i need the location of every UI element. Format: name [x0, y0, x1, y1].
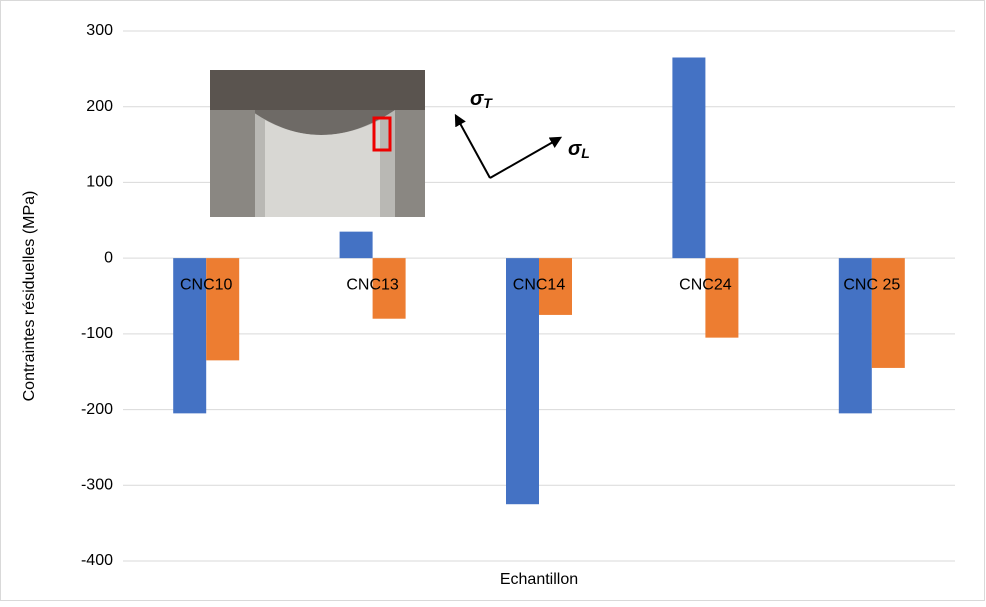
bars [173, 57, 905, 505]
bar [539, 258, 572, 315]
annotation: σT [470, 88, 493, 110]
x-tick-label: CNC24 [679, 276, 732, 293]
annotation-symbol: σ [470, 88, 484, 110]
y-tick-label: -300 [81, 477, 113, 494]
axes-diagram [454, 113, 563, 179]
y-tick-label: 300 [86, 22, 113, 39]
y-tick-label: -200 [81, 401, 113, 418]
inset-photo [210, 70, 425, 217]
y-axis-title: Contraintes résiduelles (MPa) [21, 191, 38, 402]
annotation-sub: T [483, 95, 493, 111]
y-tick-label: -400 [81, 552, 113, 569]
bar [173, 258, 207, 414]
bar [838, 258, 872, 414]
y-tick-label: 200 [86, 98, 113, 115]
annotation-symbol: σ [568, 138, 582, 160]
x-tick-label: CNC14 [513, 276, 566, 293]
bar [672, 57, 706, 259]
x-tick-label: CNC13 [346, 276, 399, 293]
bar [206, 258, 240, 361]
y-tick-label: 100 [86, 174, 113, 191]
y-tick-label: 0 [104, 249, 113, 266]
bar [339, 231, 373, 259]
bar [506, 258, 539, 505]
x-tick-label: CNC 25 [843, 276, 900, 293]
x-axis-title: Echantillon [500, 571, 578, 588]
x-tick-label: CNC10 [180, 276, 233, 293]
bar [372, 258, 406, 319]
bar [871, 258, 905, 368]
labels: CNC10 CNC13 CNC14 CNC24 CNC 25 [180, 276, 900, 293]
annotation: σL [568, 138, 590, 160]
annotation-sub: L [581, 145, 590, 161]
y-tick-label: -100 [81, 325, 113, 342]
bar [705, 258, 739, 338]
